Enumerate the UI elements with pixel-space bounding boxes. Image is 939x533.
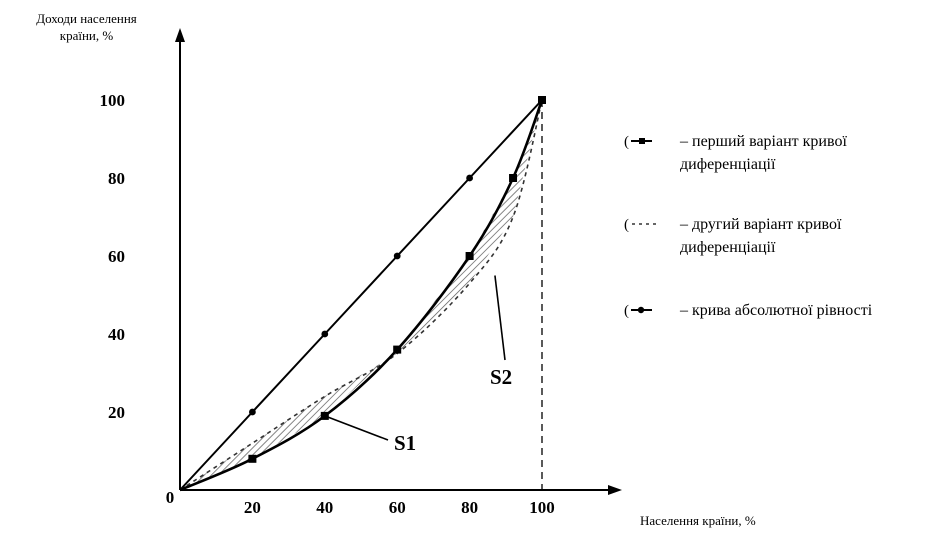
- svg-text:(: (: [624, 134, 629, 150]
- legend-text-2a: – другий варіант кривої: [680, 216, 842, 233]
- first-variant-point-20: [248, 454, 257, 463]
- y-tick-label-80: 80: [108, 169, 125, 188]
- x-tick-label-40: 40: [316, 498, 333, 517]
- y-tick-label-40: 40: [108, 325, 125, 344]
- absolute-equality-point-60: [393, 252, 401, 260]
- absolute-equality-point-80: [466, 174, 473, 182]
- y-axis-label: Доходи населення країни, %: [4, 10, 169, 44]
- legend-symbol-square-line: (: [624, 134, 652, 150]
- legend-text-1b: диференціації: [680, 156, 776, 173]
- x-axis-arrowhead: [608, 485, 622, 495]
- origin-label: 0: [166, 488, 175, 507]
- first-variant-point-100: [538, 96, 546, 104]
- x-tick-label-100: 100: [529, 498, 555, 517]
- legend-symbol-dashed-line: (: [624, 217, 656, 233]
- annotation-s2-leader: [494, 275, 506, 361]
- series-absolute-equality-line: [179, 99, 543, 491]
- y-tick-label-20: 20: [108, 403, 125, 422]
- absolute-equality-point-40: [321, 330, 329, 338]
- first-variant-point-60: [393, 345, 402, 354]
- annotation-s1-leader: [324, 415, 389, 441]
- absolute-equality-point-20: [249, 408, 256, 416]
- legend-symbol-dot-line: (: [624, 303, 652, 319]
- y-axis-arrowhead: [175, 28, 185, 42]
- x-tick-label-60: 60: [389, 498, 406, 517]
- legend-text-2b: диференціації: [680, 239, 776, 256]
- svg-text:(: (: [624, 303, 629, 319]
- first-variant-point-92: [509, 174, 518, 182]
- y-tick-label-100: 100: [100, 91, 126, 110]
- first-variant-point-80: [465, 252, 474, 260]
- annotation-s2-label: S2: [490, 365, 512, 389]
- x-axis-label: Населення країни, %: [640, 513, 756, 528]
- x-tick-label-20: 20: [244, 498, 261, 517]
- legend-text-1a: – перший варіант кривої: [680, 133, 847, 150]
- y-axis-label-line-1: Доходи населення: [36, 11, 137, 26]
- annotation-s1-label: S1: [394, 431, 416, 455]
- y-tick-label-60: 60: [108, 247, 125, 266]
- x-tick-label-80: 80: [461, 498, 478, 517]
- svg-text:(: (: [624, 217, 629, 233]
- legend-text-3a: – крива абсолютної рівності: [680, 302, 873, 319]
- y-axis-label-line-2: країни, %: [59, 28, 114, 43]
